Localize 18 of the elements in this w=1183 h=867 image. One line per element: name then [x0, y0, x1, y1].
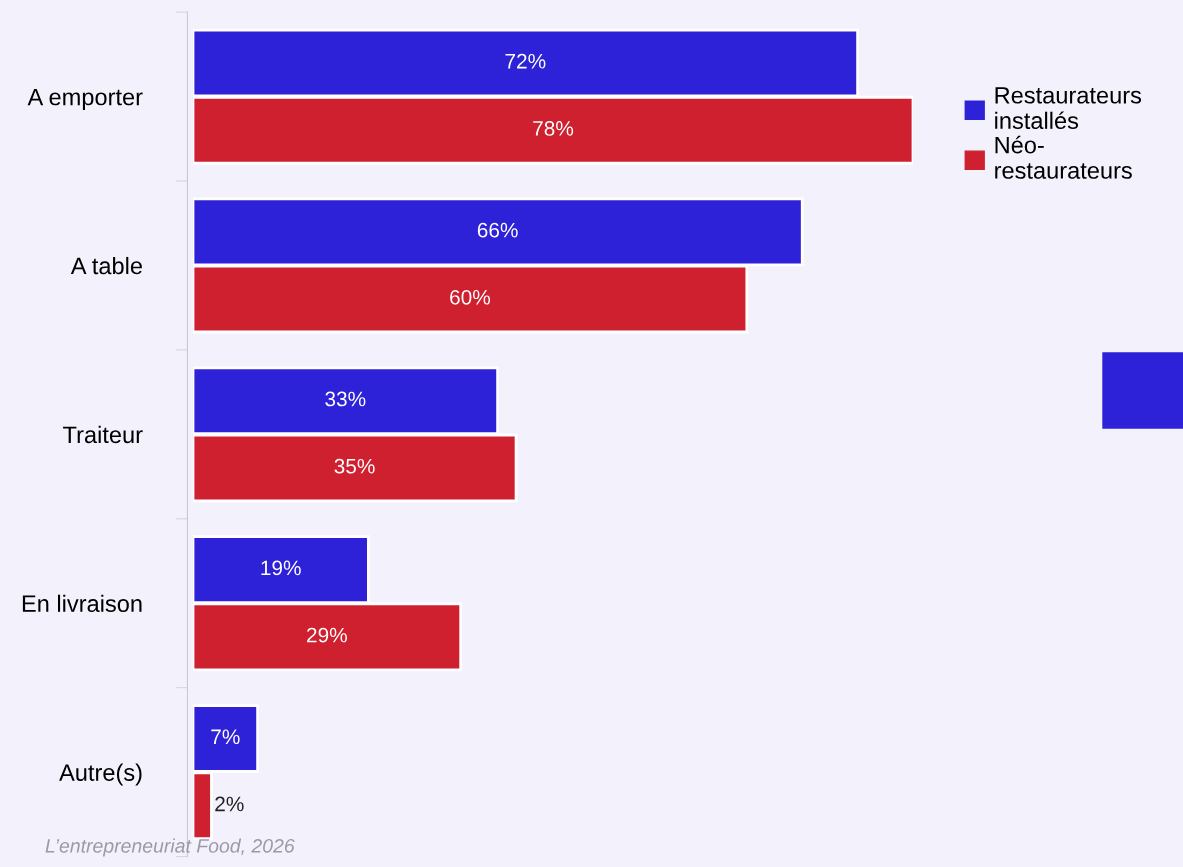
- y-tick-label: Autre(s): [59, 763, 142, 786]
- legend-label: Restaurateurs installés: [995, 87, 1142, 130]
- data-label: 78%: [533, 121, 574, 136]
- data-label: 2%: [215, 796, 244, 812]
- data-label: 66%: [477, 222, 518, 238]
- y-tick-label: Traiteur: [63, 425, 143, 444]
- annotation: L’entrepreneuriat Food, 2026: [45, 838, 295, 857]
- data-label: 29%: [307, 627, 347, 643]
- data-label: 7%: [211, 729, 240, 745]
- y-tick-label: En livraison: [22, 594, 142, 613]
- data-label: 72%: [505, 53, 546, 69]
- y-tick-label: A emporter: [27, 88, 143, 111]
- data-label: 60%: [450, 289, 491, 305]
- data-label: 33%: [325, 391, 366, 407]
- data-label: 19%: [261, 560, 301, 576]
- legend-label: Néo- restaurateurs: [995, 135, 1132, 179]
- y-tick-label: A table: [70, 256, 142, 275]
- data-label: 35%: [334, 458, 375, 474]
